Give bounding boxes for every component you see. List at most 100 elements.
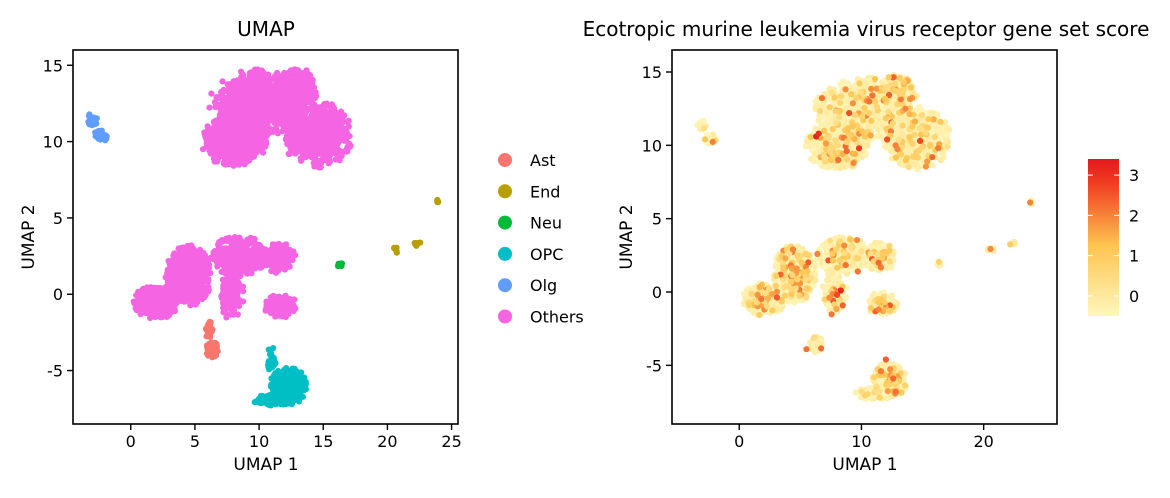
scatter-point (142, 307, 149, 314)
scatter-point (223, 236, 230, 243)
scatter-point (271, 260, 278, 268)
scatter-point (248, 236, 255, 243)
scatter-point (285, 262, 293, 270)
scatter-point (231, 117, 238, 124)
scatter-point (135, 294, 142, 301)
scatter-point (164, 270, 171, 277)
scatter-point (196, 270, 203, 277)
scatter-point (268, 89, 276, 96)
scatter-point (281, 108, 288, 115)
scatter-point (283, 132, 291, 139)
scatter-point (227, 141, 234, 148)
scatter-point (222, 294, 229, 301)
scatter-point (339, 115, 346, 122)
scatter-point (287, 116, 294, 123)
scatter-point (286, 257, 293, 264)
scatter-point (253, 241, 260, 248)
scatter-point (239, 73, 246, 80)
left-points-layer (85, 66, 442, 409)
scatter-point (206, 322, 213, 329)
scatter-point (276, 89, 283, 96)
scatter-point (235, 237, 242, 244)
scatter-point (205, 288, 212, 295)
scatter-point (171, 251, 178, 258)
scatter-point (183, 292, 190, 299)
scatter-point (243, 244, 250, 251)
scatter-point (240, 255, 247, 262)
scatter-point (301, 85, 308, 93)
scatter-point (273, 305, 280, 312)
scatter-point (283, 124, 290, 131)
scatter-point (278, 258, 286, 265)
scatter-point (250, 130, 257, 137)
scatter-point (221, 94, 228, 101)
scatter-point (247, 106, 254, 113)
scatter-point (269, 76, 276, 83)
scatter-point (197, 281, 204, 288)
scatter-point (265, 256, 272, 263)
scatter-point (310, 105, 317, 112)
scatter-point (191, 280, 198, 287)
scatter-point (300, 143, 307, 150)
scatter-point (305, 135, 313, 142)
scatter-point (222, 245, 229, 252)
scatter-point (236, 248, 243, 255)
scatter-point (204, 271, 211, 278)
scatter-point (338, 152, 345, 159)
scatter-point (176, 285, 183, 292)
scatter-point (220, 86, 227, 93)
scatter-point (148, 313, 155, 320)
scatter-point (335, 147, 343, 154)
scatter-point (214, 256, 221, 263)
scatter-point (294, 148, 302, 155)
scatter-point (209, 255, 216, 262)
scatter-point (296, 130, 303, 137)
scatter-point (286, 150, 293, 157)
scatter-point (224, 115, 231, 122)
scatter-point (280, 299, 288, 306)
scatter-point (328, 140, 335, 147)
scatter-point (249, 78, 256, 86)
scatter-point (211, 99, 219, 106)
scatter-point (164, 307, 171, 314)
scatter-point (249, 253, 256, 260)
scatter-point (296, 80, 303, 87)
scatter-point (321, 120, 328, 127)
scatter-point (258, 67, 265, 74)
scatter-point (317, 133, 324, 140)
scatter-point (232, 285, 239, 293)
scatter-point (208, 90, 215, 97)
scatter-point (171, 269, 179, 276)
scatter-point (226, 290, 233, 297)
scatter-point (311, 163, 318, 170)
scatter-point (207, 344, 214, 351)
scatter-point (243, 143, 250, 151)
scatter-point (281, 91, 288, 98)
scatter-point (215, 120, 222, 127)
scatter-point (316, 107, 323, 114)
scatter-point (157, 305, 164, 312)
scatter-point (239, 89, 246, 96)
scatter-point (196, 261, 203, 268)
scatter-point (311, 143, 318, 150)
scatter-point (327, 113, 334, 120)
scatter-point (189, 272, 196, 279)
scatter-point (248, 69, 255, 76)
scatter-point (291, 86, 298, 93)
scatter-point (220, 309, 227, 316)
scatter-point (231, 155, 238, 162)
scatter-point (248, 154, 255, 161)
scatter-point (250, 123, 258, 130)
scatter-point (192, 251, 199, 259)
scatter-point (296, 73, 303, 80)
scatter-point (189, 294, 196, 301)
scatter-point (202, 277, 209, 284)
scatter-point (268, 115, 275, 122)
scatter-point (239, 96, 246, 103)
scatter-point (229, 279, 236, 286)
scatter-point (237, 148, 244, 156)
scatter-point (244, 267, 251, 274)
scatter-point (224, 81, 231, 88)
scatter-point (323, 142, 330, 149)
